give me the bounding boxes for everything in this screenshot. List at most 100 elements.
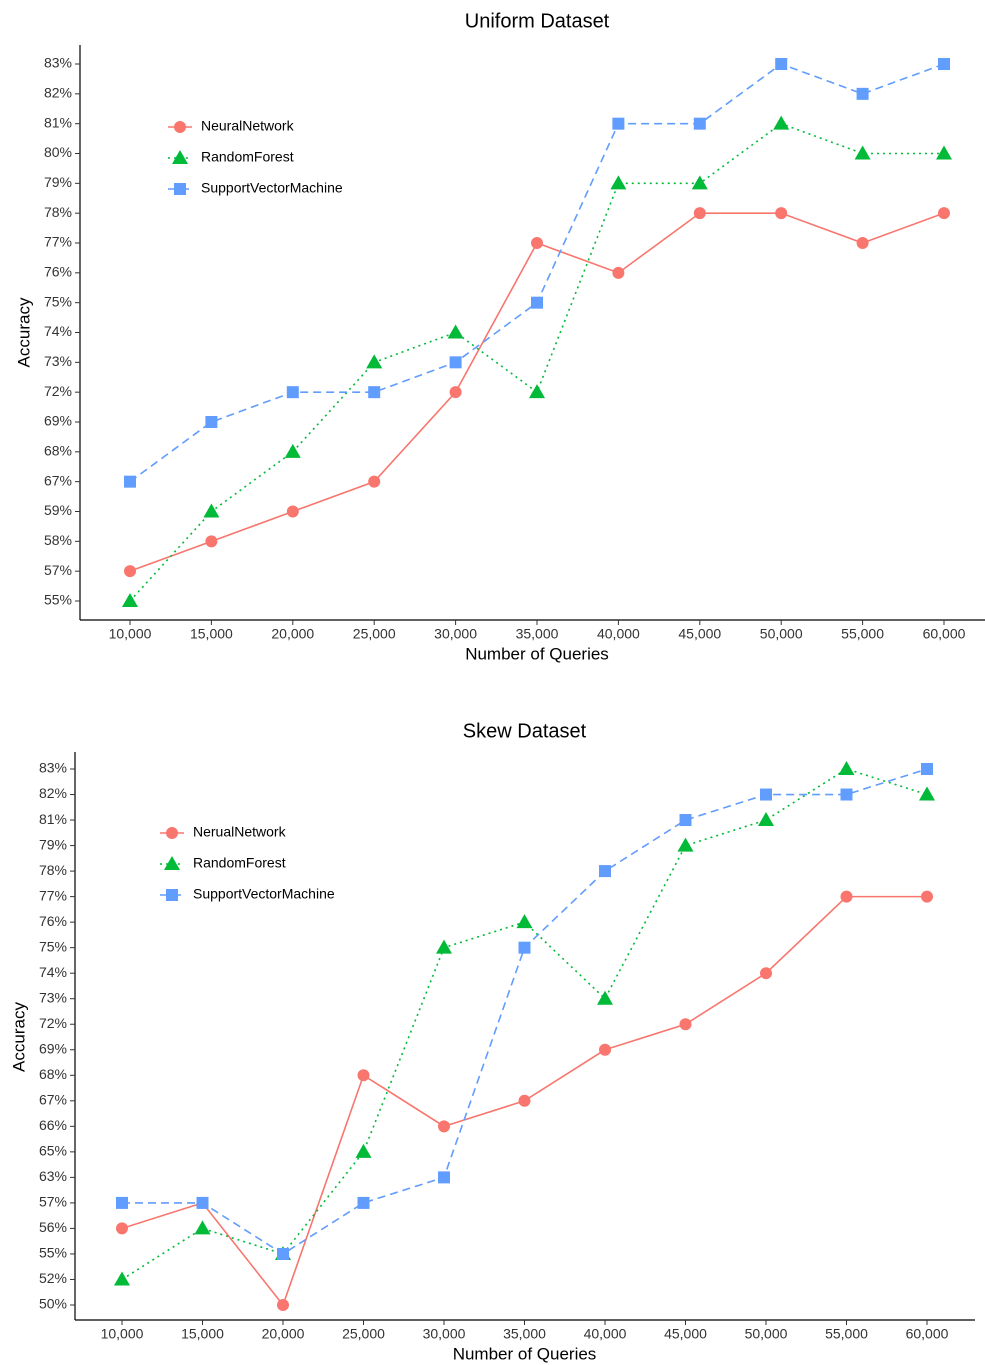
y-tick-label: 80% (44, 144, 72, 160)
marker (919, 786, 935, 801)
y-axis-title: Accuracy (9, 1002, 28, 1072)
marker (775, 58, 788, 70)
x-tick-label: 20,000 (271, 626, 314, 642)
marker (116, 1196, 128, 1209)
marker (284, 443, 301, 458)
y-tick-label: 78% (44, 204, 72, 220)
y-tick-label: 69% (39, 1040, 67, 1056)
x-tick-label: 35,000 (516, 626, 559, 642)
x-tick-label: 60,000 (906, 1326, 949, 1342)
marker (531, 237, 543, 249)
marker (355, 1143, 372, 1158)
legend-label: RandomForest (193, 855, 286, 871)
y-tick-label: 83% (44, 55, 72, 71)
marker (286, 505, 299, 518)
marker (531, 296, 543, 309)
marker (691, 175, 708, 190)
y-tick-label: 57% (44, 562, 72, 578)
x-tick-label: 30,000 (423, 1326, 466, 1342)
y-tick-label: 52% (39, 1270, 67, 1286)
legend-label: RandomForest (201, 149, 294, 165)
marker (516, 914, 533, 929)
y-tick-label: 78% (39, 862, 67, 878)
y-tick-label: 77% (44, 234, 72, 250)
x-tick-label: 10,000 (101, 1326, 144, 1342)
y-tick-label: 79% (39, 836, 67, 852)
y-tick-label: 69% (44, 413, 72, 429)
marker (856, 237, 869, 249)
marker (518, 941, 531, 954)
marker (438, 1171, 450, 1184)
marker (449, 356, 462, 369)
x-tick-label: 55,000 (841, 626, 884, 642)
marker (938, 58, 950, 70)
y-tick-label: 74% (44, 323, 72, 339)
y-tick-label: 59% (44, 502, 72, 518)
legend-label: SupportVectorMachine (201, 180, 343, 196)
y-tick-label: 83% (39, 760, 67, 776)
marker (172, 150, 188, 164)
y-tick-label: 50% (39, 1296, 67, 1312)
marker (203, 503, 220, 518)
marker (122, 593, 138, 607)
marker (368, 386, 381, 399)
marker (938, 207, 950, 220)
y-tick-label: 55% (44, 592, 72, 608)
marker (760, 788, 772, 801)
y-tick-label: 67% (44, 472, 72, 488)
x-tick-label: 35,000 (503, 1326, 546, 1342)
marker (357, 1196, 370, 1209)
y-tick-label: 81% (44, 114, 72, 130)
y-tick-label: 73% (44, 353, 72, 369)
marker (612, 266, 625, 279)
y-tick-label: 56% (39, 1219, 67, 1235)
marker (164, 856, 180, 870)
y-tick-label: 65% (39, 1143, 67, 1159)
marker (436, 939, 452, 954)
y-axis-title: Accuracy (14, 297, 33, 367)
y-tick-label: 79% (44, 174, 72, 190)
marker (205, 535, 218, 548)
y-tick-label: 81% (39, 811, 67, 827)
y-tick-label: 68% (39, 1066, 67, 1082)
marker (124, 565, 136, 578)
marker (277, 1299, 289, 1311)
chart-title: Skew Dataset (463, 720, 587, 742)
x-tick-label: 40,000 (584, 1326, 627, 1342)
y-tick-label: 77% (39, 887, 67, 903)
x-tick-label: 40,000 (597, 626, 640, 642)
marker (116, 1222, 128, 1235)
marker (174, 183, 186, 195)
marker (196, 1196, 209, 1209)
marker (921, 890, 933, 903)
y-tick-label: 82% (44, 85, 72, 101)
y-tick-label: 63% (39, 1168, 67, 1184)
y-tick-label: 58% (44, 532, 72, 548)
marker (921, 763, 933, 775)
y-tick-label: 73% (39, 989, 67, 1005)
marker (758, 812, 774, 827)
marker (760, 967, 772, 980)
x-tick-label: 45,000 (678, 626, 721, 642)
x-tick-label: 15,000 (190, 626, 233, 642)
marker (194, 1220, 211, 1235)
x-tick-label: 55,000 (825, 1326, 868, 1342)
marker (286, 386, 299, 399)
marker (166, 889, 178, 901)
x-tick-label: 60,000 (923, 626, 966, 642)
marker (357, 1069, 370, 1082)
series-line (122, 768, 928, 1255)
y-tick-label: 55% (39, 1245, 67, 1261)
x-tick-label: 10,000 (109, 626, 152, 642)
x-tick-label: 25,000 (342, 1326, 385, 1342)
legend-label: NeuralNetwork (201, 118, 295, 134)
marker (679, 814, 692, 827)
x-axis-title: Number of Queries (453, 1344, 597, 1363)
x-tick-label: 50,000 (760, 626, 803, 642)
marker (775, 207, 788, 220)
marker (854, 145, 871, 160)
x-tick-label: 25,000 (353, 626, 396, 642)
y-tick-label: 68% (44, 443, 72, 459)
